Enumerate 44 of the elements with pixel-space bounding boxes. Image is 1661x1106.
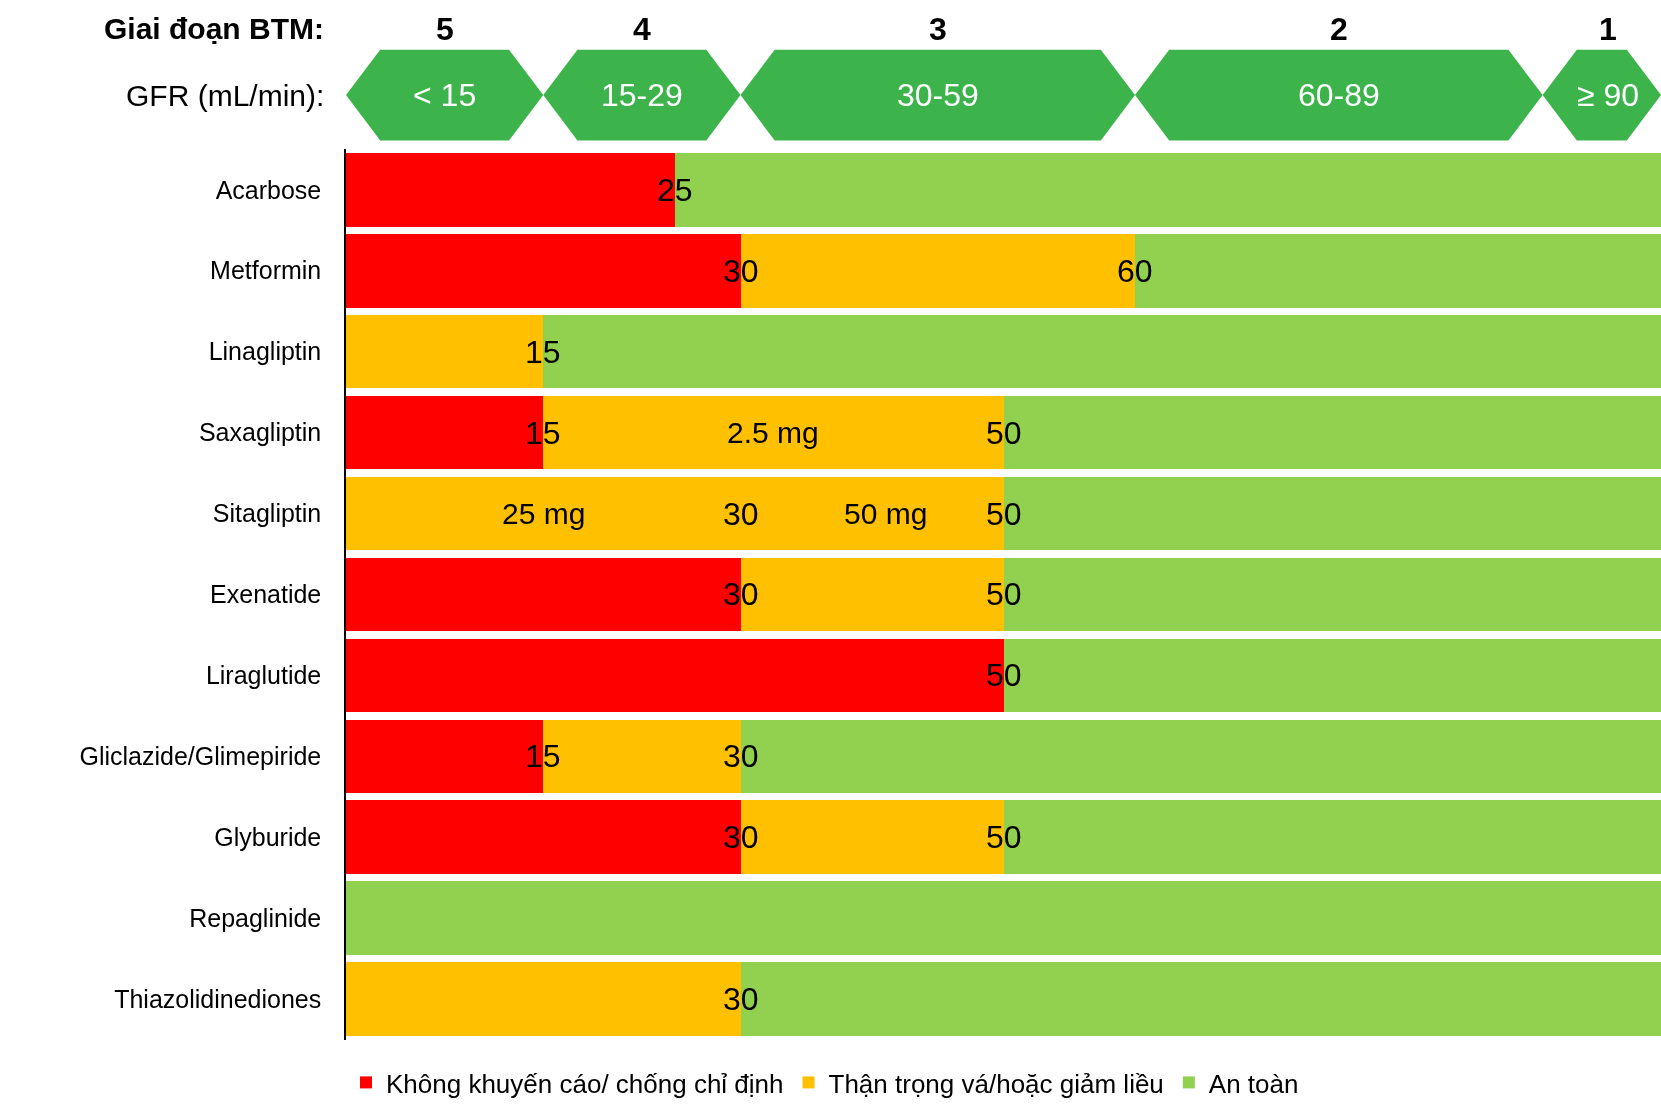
text: < 15: [413, 77, 477, 113]
legend-label: Thận trọng vá/hoặc giảm liều: [828, 1068, 1164, 1099]
text: 15-29: [601, 77, 683, 113]
y-tick-label: Exenatide: [210, 580, 322, 609]
annotation: 50: [986, 496, 1022, 532]
y-tick-label: Sitagliptin: [212, 499, 322, 528]
y-tick-label: Repaglinide: [189, 903, 322, 932]
y-tick-label: Linagliptin: [208, 337, 322, 366]
text: GFR (mL/min):: [126, 79, 325, 112]
y-tick-label: Metformin: [210, 256, 322, 285]
text: 60-89: [1298, 77, 1380, 113]
annotation: 50 mg: [844, 497, 928, 530]
y-tick-label: Gliclazide/Glimepiride: [79, 742, 322, 771]
legend-label: An toàn: [1208, 1068, 1299, 1099]
annotation: 30: [723, 576, 759, 612]
y-tick-label: Glyburide: [214, 823, 322, 852]
annotation: 2.5 mg: [727, 416, 819, 449]
legend-label: Không khuyến cáo/ chống chỉ định: [386, 1068, 784, 1099]
text: 5: [436, 11, 454, 47]
text: Giai đoạn BTM:: [104, 12, 324, 45]
annotation: 50: [986, 657, 1022, 693]
text: 1: [1599, 11, 1617, 47]
annotation: 15: [525, 334, 561, 370]
annotation: 50: [986, 576, 1022, 612]
text: 3: [929, 11, 947, 47]
text: 2: [1330, 11, 1348, 47]
annotation: 30: [723, 496, 759, 532]
y-tick-label: Liraglutide: [205, 661, 322, 690]
y-tick-label: Thiazolidinediones: [114, 984, 322, 1013]
annotation: 15: [525, 415, 561, 451]
text: ≥ 90: [1577, 77, 1640, 113]
text: 30-59: [897, 77, 979, 113]
annotation: 60: [1117, 253, 1153, 289]
annotation: 30: [723, 738, 759, 774]
annotation: 30: [723, 981, 759, 1017]
annotation: 30: [723, 253, 759, 289]
annotation: 15: [525, 738, 561, 774]
y-tick-label: Acarbose: [215, 175, 322, 204]
y-tick-label: Saxagliptin: [198, 418, 322, 447]
annotation: 50: [986, 415, 1022, 451]
text: 4: [633, 11, 651, 47]
annotation: 50: [986, 819, 1022, 855]
annotation: 30: [723, 819, 759, 855]
annotation: 25 mg: [502, 497, 586, 530]
